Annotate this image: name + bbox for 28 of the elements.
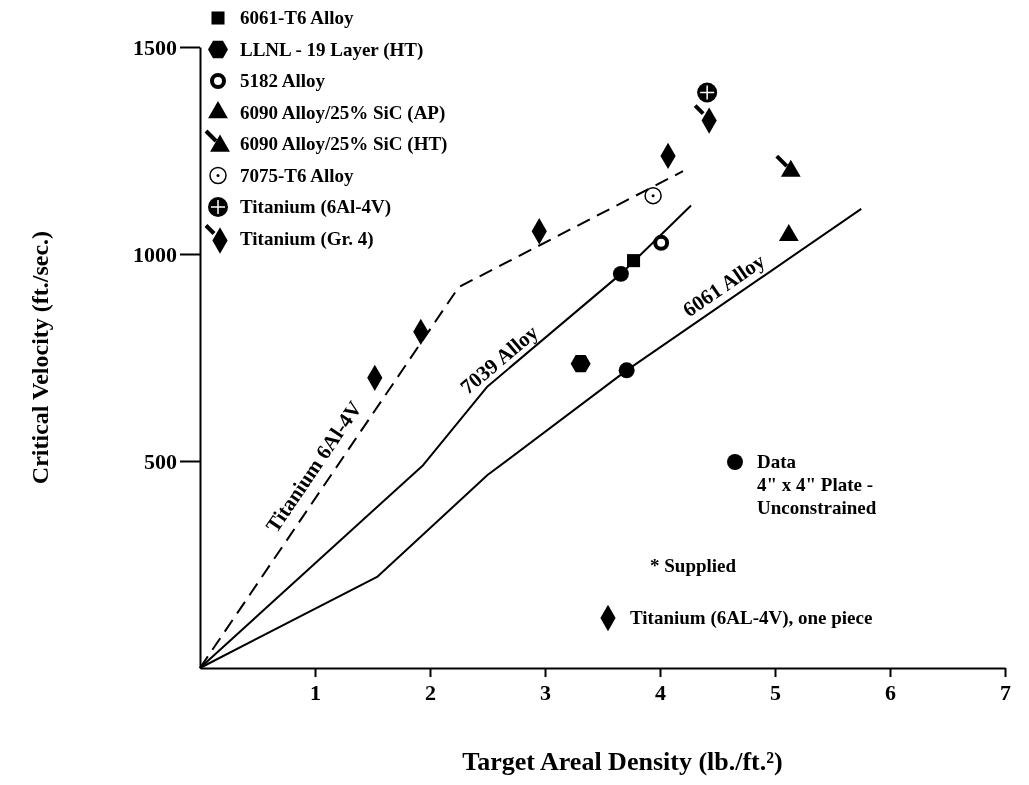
x-tick-label: 3 bbox=[540, 679, 551, 705]
x-tick-label: 4 bbox=[655, 679, 666, 705]
text: 6061 Alloy bbox=[678, 248, 770, 322]
point bbox=[780, 159, 801, 177]
y-tick-label: 1000 bbox=[133, 241, 177, 267]
point bbox=[653, 234, 670, 251]
legend-label: Titanium (6AL-4V), one piece bbox=[630, 607, 873, 629]
y-tick-label: 1500 bbox=[133, 34, 177, 60]
legend-label: 5182 Alloy bbox=[240, 70, 326, 91]
annotation: * Supplied bbox=[650, 555, 737, 576]
point bbox=[644, 186, 662, 205]
legend-label: 6090 Alloy/25% SiC (AP) bbox=[240, 101, 446, 124]
legend-label: 6090 Alloy/25% SiC (HT) bbox=[240, 133, 448, 155]
legend-label: 7075-T6 Alloy bbox=[240, 164, 354, 186]
x-tick-label: 1 bbox=[310, 679, 321, 705]
y-tick-label: 500 bbox=[144, 448, 177, 474]
x-tick-label: 7 bbox=[1000, 679, 1011, 705]
point bbox=[570, 355, 591, 373]
legend-label: Data 4" x 4" Plate - Unconstrained bbox=[757, 451, 877, 518]
legend-label: Titanium (6Al-4V) bbox=[240, 196, 392, 218]
legend-label: Titanium (Gr. 4) bbox=[240, 227, 374, 250]
x-tick-label: 6 bbox=[885, 679, 896, 705]
legend-label: LLNL - 19 Layer (HT) bbox=[240, 38, 424, 61]
legend-label: 6061-T6 Alloy bbox=[240, 7, 354, 28]
y-axis-title: Critical Velocity (ft./sec.) bbox=[27, 230, 53, 485]
x-axis-title: Target Areal Density (lb./ft.²) bbox=[462, 747, 783, 776]
x-tick-label: 2 bbox=[425, 679, 436, 705]
x-tick-label: 5 bbox=[770, 679, 781, 705]
